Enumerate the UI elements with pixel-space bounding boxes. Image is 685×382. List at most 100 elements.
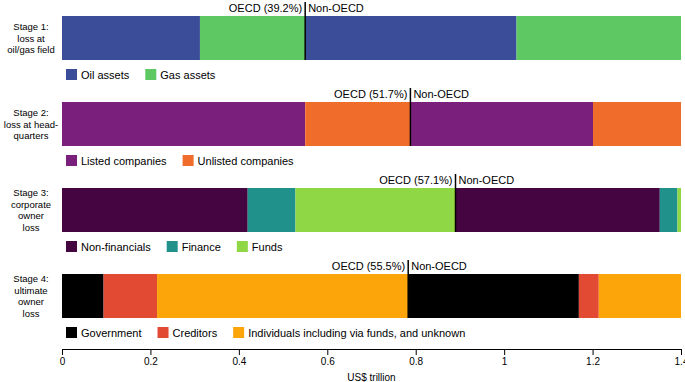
legend-swatch <box>66 241 77 252</box>
stage-label-line: owner <box>18 296 44 307</box>
tick: 0 <box>60 349 66 367</box>
bar-segment <box>579 274 599 318</box>
bar-segment <box>599 274 681 318</box>
stage-label: Stage 4:ultimateownerloss <box>13 273 48 319</box>
stage-label-line: corporate <box>11 199 51 210</box>
legend-swatch <box>167 241 178 252</box>
panel: OECD (51.7%) Non-OECD Stage 2:loss at head… <box>4 88 682 167</box>
tick-label: 0 <box>60 356 66 367</box>
tick: 0.6 <box>321 349 335 367</box>
group-divider <box>455 174 457 232</box>
bar-segment <box>157 274 408 318</box>
stage-label: Stage 3:corporateownerloss <box>11 187 51 233</box>
legend-label: Non-financials <box>81 241 151 253</box>
x-axis: 0 0.2 0.4 0.6 0.8 1 1.2 1.4 <box>60 349 685 367</box>
stage-label-line: loss at head- <box>4 119 58 130</box>
bar-segment <box>248 188 296 232</box>
stage-label-line: loss <box>23 222 40 233</box>
stage-label-line: loss at <box>17 33 45 44</box>
legend-swatch <box>66 155 77 166</box>
panel: OECD (55.5%) Non-OECD Stage 4:ultimateowne… <box>13 260 681 339</box>
group-label: Non-OECD <box>308 2 364 14</box>
stage-label: Stage 2:loss at head-quarters <box>4 107 58 141</box>
legend-label: Listed companies <box>81 155 167 167</box>
bar-segment <box>456 188 660 232</box>
tick-mark <box>504 349 505 355</box>
legend-swatch <box>66 69 77 80</box>
stage-label-line: loss <box>23 308 40 319</box>
bar-segment <box>62 16 200 60</box>
stage-label-line: Stage 2: <box>13 107 48 118</box>
legend-label: Creditors <box>173 327 218 339</box>
tick-label: 1.4 <box>675 356 685 367</box>
axis-line <box>63 349 682 350</box>
legend-label: Government <box>81 327 142 339</box>
tick: 1 <box>502 349 508 367</box>
bar-segment <box>517 16 681 60</box>
bar-segment <box>62 188 248 232</box>
legend: Oil assets Gas assets <box>66 69 216 81</box>
bars <box>62 16 681 60</box>
legend-swatch <box>233 327 244 338</box>
bar-segment <box>295 188 455 232</box>
stage-label-line: Stage 3: <box>13 187 48 198</box>
tick-label: 0.6 <box>321 356 335 367</box>
tick-mark <box>62 349 63 355</box>
stage-label: Stage 1:loss atoil/gas field <box>7 21 55 55</box>
chart: OECD (39.2%) Non-OECD Stage 1:loss atoil/g… <box>0 0 685 382</box>
group-label: Non-OECD <box>459 174 515 186</box>
tick-label: 1 <box>502 356 508 367</box>
stage-label-line: quarters <box>14 130 49 141</box>
panel: OECD (39.2%) Non-OECD Stage 1:loss atoil/g… <box>7 2 681 81</box>
bar-segment <box>410 102 593 146</box>
group-label: OECD (51.7%) <box>334 88 407 100</box>
tick-label: 0.8 <box>409 356 423 367</box>
tick-mark <box>416 349 417 355</box>
panel: OECD (57.1%) Non-OECD Stage 3:corporateown… <box>11 174 681 253</box>
legend-label: Individuals including via funds, and unk… <box>248 327 465 339</box>
group-divider <box>410 88 412 146</box>
tick: 0.4 <box>232 349 246 367</box>
tick-mark <box>327 349 328 355</box>
group-divider <box>407 260 409 318</box>
bar-segment <box>305 16 516 60</box>
legend-label: Gas assets <box>160 69 216 81</box>
legend-label: Funds <box>252 241 283 253</box>
group-divider <box>304 2 306 60</box>
stage-label-line: Stage 4: <box>13 273 48 284</box>
bar-segment <box>104 274 157 318</box>
legend-label: Unlisted companies <box>198 155 294 167</box>
bar-segment <box>305 102 410 146</box>
legend-swatch <box>66 327 77 338</box>
bar-segment <box>200 16 305 60</box>
legend-label: Oil assets <box>81 69 130 81</box>
tick-label: 0.2 <box>144 356 158 367</box>
bars <box>62 274 681 318</box>
legend-label: Finance <box>182 241 221 253</box>
tick-label: 1.2 <box>586 356 600 367</box>
legend-swatch <box>237 241 248 252</box>
bar-segment <box>62 102 305 146</box>
group-label: OECD (55.5%) <box>332 260 405 272</box>
tick-mark <box>239 349 240 355</box>
bar-segment <box>62 274 104 318</box>
group-label: OECD (57.1%) <box>379 174 452 186</box>
bar-segment <box>593 102 681 146</box>
bars <box>62 188 681 232</box>
tick: 1.4 <box>675 349 685 367</box>
tick: 0.8 <box>409 349 423 367</box>
legend: Government Creditors Individuals including… <box>66 327 465 339</box>
group-label: Non-OECD <box>413 88 469 100</box>
legend: Non-financials Finance Funds <box>66 241 283 253</box>
stage-label-line: owner <box>18 210 44 221</box>
stage-label-line: oil/gas field <box>7 44 55 55</box>
stage-label-line: Stage 1: <box>13 21 48 32</box>
bar-segment <box>660 188 678 232</box>
tick-mark <box>150 349 151 355</box>
group-label: OECD (39.2%) <box>229 2 302 14</box>
group-label: Non-OECD <box>411 260 467 272</box>
legend-swatch <box>183 155 194 166</box>
tick-label: 0.4 <box>232 356 246 367</box>
tick: 0.2 <box>144 349 158 367</box>
legend: Listed companies Unlisted companies <box>66 155 294 167</box>
